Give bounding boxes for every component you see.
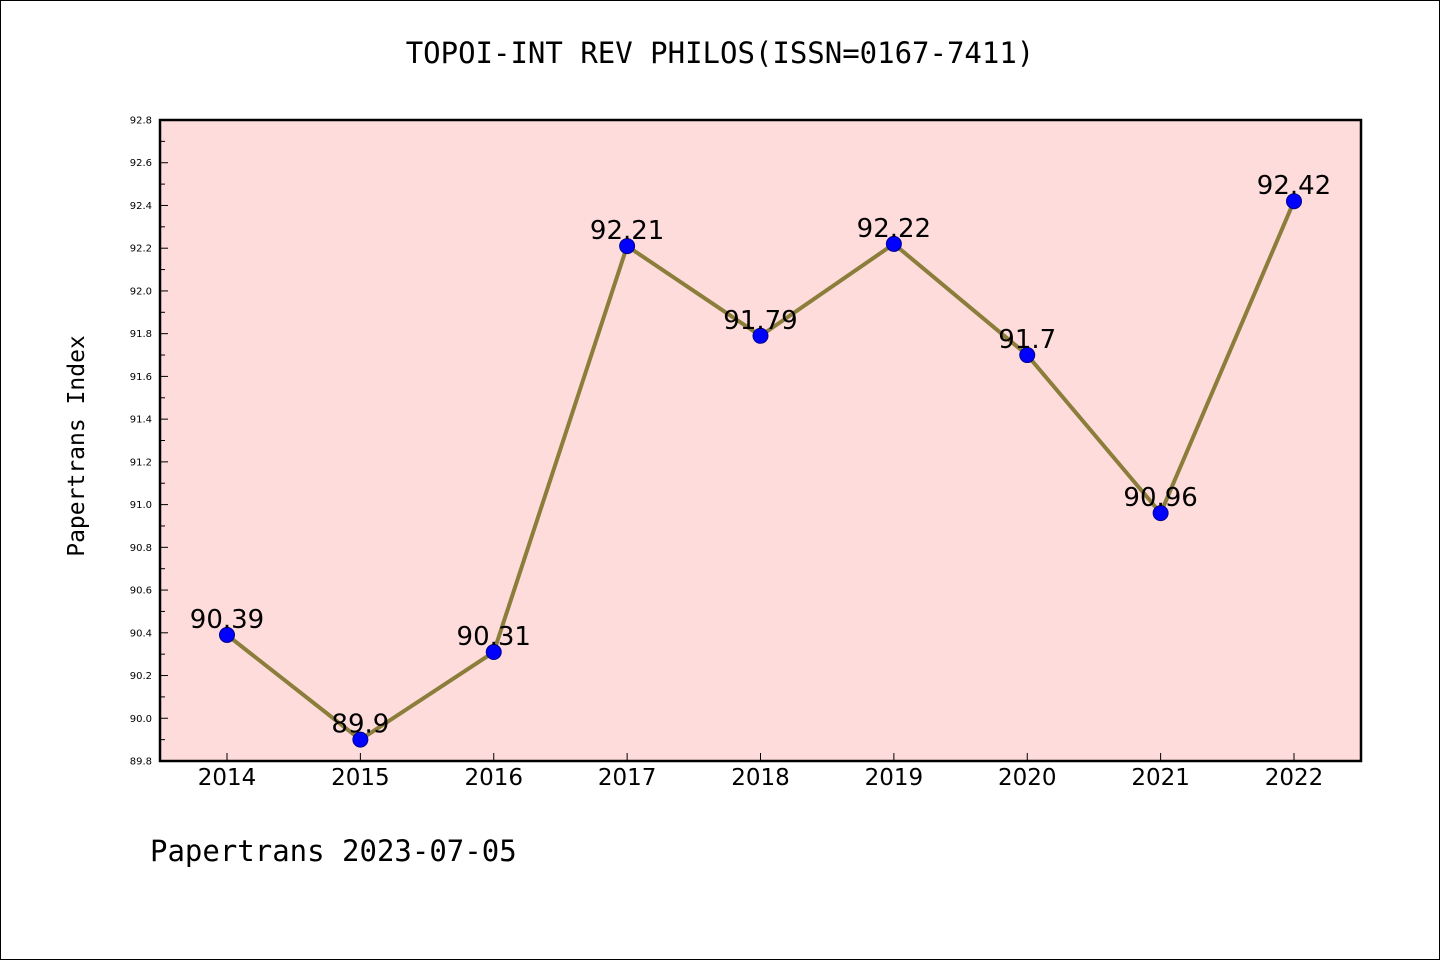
data-label: 90.96	[1123, 483, 1197, 513]
data-point	[885, 235, 902, 252]
x-tick-label: 2015	[331, 765, 390, 791]
data-label: 92.21	[590, 216, 664, 246]
y-axis-ticks: 89.8 90.0 90.2 90.4 90.6 90.8 91.0 91.2 91.4 91.6…	[130, 116, 168, 768]
x-axis-ticks: 2014 2015 2016 2017 2018 2019 2020 2021 2022	[198, 753, 1324, 791]
data-point	[485, 644, 502, 661]
chart-title: TOPOI-INT REV PHILOS(ISSN=0167-7411)	[405, 36, 1035, 70]
y-tick-label: 92.8	[130, 116, 152, 127]
data-label: 91.7	[998, 325, 1056, 355]
data-point	[1019, 347, 1036, 364]
plot-area	[158, 118, 1363, 763]
y-tick-label: 91.4	[130, 415, 152, 426]
y-tick-label: 90.0	[130, 714, 152, 725]
x-tick-label: 2022	[1265, 765, 1324, 791]
data-labels: 90.39 89.9 90.31 92.21 91.79 92.22 91.7 90.96 92…	[190, 171, 1331, 739]
y-tick-label: 91.6	[130, 372, 152, 383]
data-point	[1152, 505, 1169, 522]
y-tick-label: 92.2	[130, 244, 152, 255]
data-point	[752, 327, 769, 344]
x-tick-label: 2014	[198, 765, 257, 791]
y-tick-label: 92.0	[130, 286, 152, 297]
x-tick-label: 2016	[464, 765, 523, 791]
data-point	[352, 731, 369, 748]
y-tick-label: 92.6	[130, 158, 152, 169]
data-point	[1286, 193, 1302, 210]
data-label: 92.22	[857, 214, 931, 244]
x-tick-label: 2021	[1131, 765, 1190, 791]
x-tick-label: 2017	[598, 765, 657, 791]
data-label: 90.31	[457, 622, 531, 652]
x-tick-label: 2018	[731, 765, 790, 791]
y-tick-label: 90.6	[130, 586, 152, 597]
data-point	[219, 626, 235, 643]
y-tick-label: 90.4	[130, 628, 152, 639]
y-tick-label: 90.2	[130, 671, 152, 682]
y-tick-label: 92.4	[130, 201, 152, 212]
data-label: 90.39	[190, 605, 264, 635]
x-tick-label: 2019	[865, 765, 924, 791]
data-label: 92.42	[1257, 171, 1331, 201]
y-tick-label: 91.8	[130, 329, 152, 340]
x-tick-label: 2020	[998, 765, 1057, 791]
data-label: 89.9	[331, 710, 389, 740]
y-tick-label: 91.0	[130, 500, 152, 511]
footer-text: Papertrans 2023-07-05	[150, 834, 517, 868]
y-tick-label: 91.2	[130, 457, 152, 468]
data-markers	[219, 193, 1302, 748]
data-label: 91.79	[723, 306, 797, 336]
y-tick-label: 90.8	[130, 543, 152, 554]
y-tick-label: 89.8	[130, 757, 152, 768]
data-point	[619, 238, 636, 255]
